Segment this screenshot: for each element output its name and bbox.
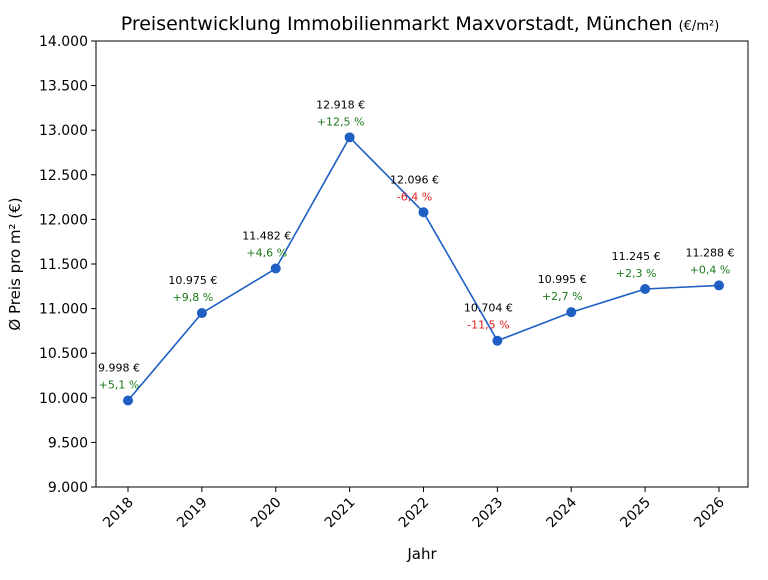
y-tick-label: 14.000 xyxy=(39,34,88,50)
x-tick-label: 2020 xyxy=(248,495,285,532)
x-tick-label: 2018 xyxy=(100,495,137,532)
change-label: +4,6 % xyxy=(246,246,287,259)
x-axis: 2018 2019 2020 2021 2022 2023 2024 2025 2026 xyxy=(100,487,728,531)
price-label: 11.245 € xyxy=(612,250,661,263)
x-tick-label: 2022 xyxy=(396,495,433,532)
data-point xyxy=(492,335,503,346)
x-tick-label: 2023 xyxy=(470,495,507,532)
price-label: 10.975 € xyxy=(168,274,217,287)
chart-title: Preisentwicklung Immobilienmarkt Maxvors… xyxy=(121,13,720,35)
data-point xyxy=(418,207,429,218)
price-label: 12.096 € xyxy=(390,173,439,186)
y-tick-label: 11.500 xyxy=(39,257,88,273)
y-axis: 9.000 9.500 10.000 10.500 11.000 11.500 12.000… xyxy=(39,34,96,496)
y-tick-label: 10.500 xyxy=(39,346,88,362)
change-label: +2,7 % xyxy=(542,290,583,303)
change-label: +9,8 % xyxy=(173,291,214,304)
chart-title-main: Preisentwicklung Immobilienmarkt Maxvors… xyxy=(121,13,673,35)
x-axis-label: Jahr xyxy=(406,545,437,563)
y-tick-label: 13.000 xyxy=(39,123,88,139)
y-tick-label: 12.000 xyxy=(39,212,88,228)
x-tick-label: 2021 xyxy=(322,495,359,532)
price-label: 11.482 € xyxy=(242,229,291,242)
x-tick-label: 2025 xyxy=(617,495,654,532)
change-label: +5,1 % xyxy=(99,378,140,391)
change-label: -6,4 % xyxy=(397,190,432,203)
data-point xyxy=(640,283,651,294)
y-tick-label: 9.500 xyxy=(48,435,88,451)
y-tick-label: 12.500 xyxy=(39,168,88,184)
chart-title-unit: (€/m²) xyxy=(679,19,720,34)
price-label: 11.288 € xyxy=(686,246,735,259)
y-tick-label: 13.500 xyxy=(39,79,88,95)
price-label: 12.918 € xyxy=(316,98,365,111)
change-label: -11,5 % xyxy=(467,319,509,332)
data-labels: 9.998 € +5,1 % 10.975 € +9,8 % 11.482 € +4,6 … xyxy=(98,98,734,391)
data-points xyxy=(123,132,724,406)
price-label: 9.998 € xyxy=(98,361,140,374)
change-label: +0,4 % xyxy=(690,263,731,276)
price-label: 10.704 € xyxy=(464,302,513,315)
x-tick-label: 2024 xyxy=(544,494,581,531)
y-tick-label: 10.000 xyxy=(39,391,88,407)
data-point xyxy=(270,263,281,274)
data-point xyxy=(566,307,577,318)
data-point xyxy=(123,395,133,406)
plot-area xyxy=(95,40,749,488)
y-tick-label: 9.000 xyxy=(48,480,88,496)
y-axis-label: Ø Preis pro m² (€) xyxy=(6,197,24,330)
data-point xyxy=(196,308,207,319)
y-tick-label: 11.000 xyxy=(39,302,88,318)
data-point xyxy=(714,280,724,291)
change-label: +2,3 % xyxy=(616,267,657,280)
x-tick-label: 2026 xyxy=(691,494,728,531)
price-label: 10.995 € xyxy=(538,273,587,286)
x-tick-label: 2019 xyxy=(174,495,211,532)
change-label: +12,5 % xyxy=(317,115,365,128)
data-point xyxy=(344,132,355,143)
